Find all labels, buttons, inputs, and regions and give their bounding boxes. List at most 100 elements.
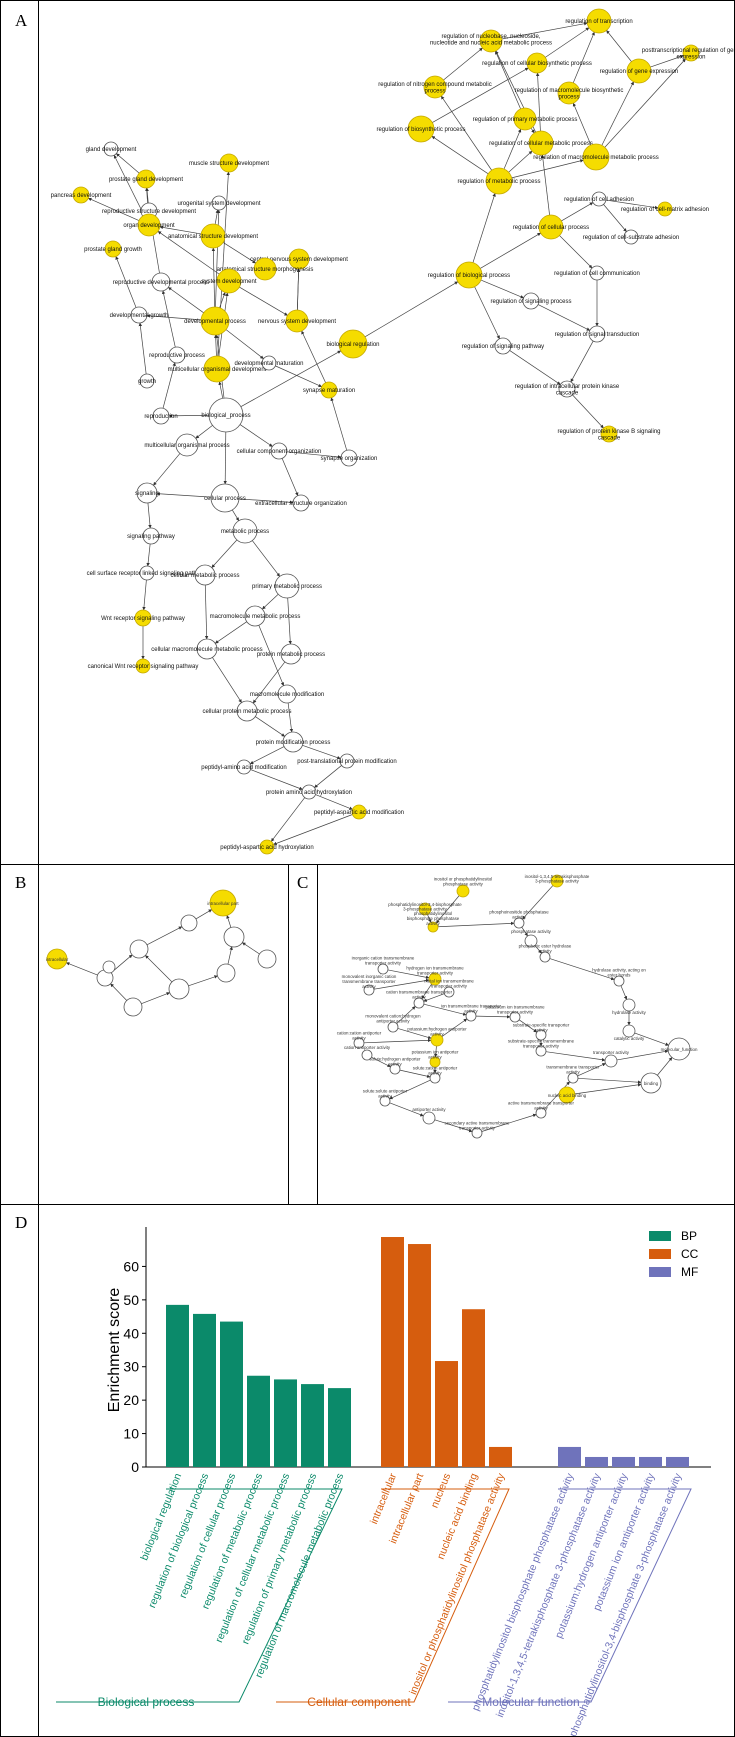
net-a-node-circle — [135, 658, 151, 674]
net-a-node-circle — [626, 58, 652, 84]
net-a-node-circle — [210, 483, 240, 513]
net-c-node-potassium-ion-antiporter-activity: potassium ion antiporter activity — [412, 1050, 459, 1068]
net-a-node-cellular-component-organization: cellular component organization — [237, 442, 321, 460]
bar-inositol-or-phosphatidylinositol-phosphatase-activity — [489, 1446, 512, 1467]
net-a-edge — [147, 502, 152, 529]
net-a-edge — [252, 661, 286, 704]
net-a-edge — [432, 67, 529, 123]
net-b-node-intracellular: intracellular — [46, 948, 69, 970]
net-a-edge — [214, 621, 247, 644]
net-c-node-ion-transmembrane-transporter-activity: ion transmembrane transporter activity — [441, 1004, 502, 1022]
net-a-node-circle — [538, 214, 564, 240]
net-a-node-circle — [244, 605, 266, 627]
net-c-node-label: binding — [644, 1081, 659, 1086]
bar-nucleic-acid-binding — [462, 1309, 485, 1467]
net-b-node-10 — [102, 960, 116, 974]
net-c-node-phosphoric-ester-hydrolase-activity: phosphoric ester hydrolase activity — [519, 944, 572, 963]
net-c-edge — [421, 983, 432, 1000]
net-a-edge — [572, 31, 595, 83]
net-a-node-multicellular-organismal-development: multicellular organismal development — [168, 355, 267, 383]
net-a-edge — [115, 256, 137, 308]
net-a-node-circle — [301, 784, 317, 800]
net-a-edge — [212, 657, 242, 703]
net-a-node-label: anatomical structure morphogenesis — [217, 267, 314, 273]
net-a-node-circle — [277, 684, 297, 704]
net-a-node-circle — [152, 407, 170, 425]
net-a-node-reproductive-developmental-process: reproductive developmental process — [113, 272, 209, 292]
net-a-node-label: signaling pathway — [127, 534, 175, 540]
net-a-node-circle — [339, 753, 355, 769]
net-c-node-circle — [363, 984, 375, 996]
net-a-node-developmental-process: developmental process — [184, 306, 246, 336]
net-a-edge — [541, 154, 550, 216]
net-c-edge — [389, 1079, 431, 1100]
net-b-node-circle — [209, 889, 237, 917]
net-c-node-circle — [613, 975, 625, 987]
net-a-node-protein-metabolic-process: protein metabolic process — [257, 643, 325, 665]
net-a-node-cellular-metabolic-process: cellular metabolic process — [170, 564, 240, 586]
net-b-edge — [227, 946, 233, 965]
net-a-edge — [315, 794, 353, 810]
net-c-edges — [363, 885, 673, 1133]
net-a-node-label: system development — [201, 279, 256, 285]
net-a-edge — [87, 197, 140, 221]
net-a-node-circle — [407, 115, 435, 143]
net-c-node-label: transporter activity — [593, 1050, 630, 1055]
net-a-node-regulation-of-cell-substrate-adhesion: regulation of cell-substrate adhesion — [583, 229, 679, 245]
net-a-node-circle — [139, 565, 155, 581]
net-a-edges — [87, 22, 686, 846]
net-a-node-regulation-of-transcription: regulation of transcription — [565, 8, 633, 34]
net-c-node-circle — [558, 1086, 576, 1104]
net-c-node-label: solute:solute antiporter activity — [363, 1089, 408, 1099]
net-a-edge — [145, 187, 149, 204]
net-a-node-circle — [168, 346, 186, 364]
net-c-edge — [389, 1102, 424, 1117]
bar-potassium-hydrogen-antiporter-activity — [612, 1456, 635, 1467]
net-c-node-label: active transmembrane transporter activity — [508, 1101, 574, 1111]
net-a-node-circle — [175, 433, 199, 457]
bar-intracellular — [381, 1237, 404, 1467]
net-c-node-binding: binding — [640, 1072, 662, 1094]
net-c-node-phosphatase-activity: phosphatase activity — [511, 929, 552, 948]
net-a-edge — [239, 286, 288, 316]
net-a-node-regulation-of-cell-communication: regulation of cell communication — [554, 265, 640, 281]
net-c-node-molecular-function: molecular_function — [661, 1037, 698, 1061]
net-a-node-circle — [134, 609, 152, 627]
bar-nucleus — [435, 1361, 458, 1467]
net-a-edge — [495, 50, 521, 110]
net-a-edge — [168, 414, 210, 418]
net-c-node-circle — [465, 1010, 477, 1022]
net-a-node-regulation-of-gene-expression: regulation of gene expression — [600, 58, 678, 84]
net-c-node-potassium-hydrogen-antiporter-activity: potassium:hydrogen antiporter activity — [407, 1027, 467, 1047]
net-c-node-phosphatidylinositol-bisphosphate-phosphatase-activity: phosphatidylinositol bisphosphate phospha… — [407, 911, 460, 933]
net-a-node-circle — [558, 380, 576, 398]
net-a-edge — [287, 702, 294, 733]
net-a-node-circle — [586, 8, 612, 34]
net-a-edge — [570, 340, 594, 383]
net-a-edge — [559, 235, 593, 269]
net-a-node-regulation-of-metabolic-process: regulation of metabolic process — [457, 167, 541, 195]
net-a-node-label: protein modification process — [256, 740, 331, 746]
bar-phosphatidylinositol-bisphosphate-phosphatase-activity — [558, 1446, 581, 1467]
net-b-node-circle — [123, 997, 143, 1017]
x-tick-label-nucleus: nucleus — [429, 1472, 454, 1510]
net-c-edge — [544, 1081, 570, 1110]
net-c-edge — [620, 985, 628, 1000]
net-c-node-circle — [443, 986, 455, 998]
net-a-node-regulation-of-signal-transduction: regulation of signal transduction — [555, 325, 639, 343]
y-tick-label: 60 — [123, 1258, 139, 1274]
net-c-node-inorganic-cation-transmembrane-transporter-activity: inorganic cation transmembrane transporte… — [352, 956, 415, 975]
net-a-node-label: developmental maturation — [234, 361, 303, 367]
net-a-edge — [480, 279, 524, 299]
legend-swatch-bp — [649, 1231, 671, 1241]
net-c-node-monovalent-cation-hydrogen-antiporter-activity: monovalent cation:hydrogen antiporter act… — [365, 1014, 421, 1033]
net-a-node-label: gland development — [86, 147, 137, 153]
net-a-node-label: reproductive process — [149, 353, 205, 359]
net-a-node-label: regulation of macromolecule metabolic pr… — [533, 155, 658, 161]
net-a-node-circle — [282, 731, 304, 753]
net-a-node-label: reproductive developmental process — [113, 280, 209, 286]
y-tick-label: 10 — [123, 1426, 139, 1442]
net-c-node-active-transmembrane-transporter-activity: active transmembrane transporter activity — [508, 1101, 574, 1119]
net-c-edge — [427, 914, 432, 923]
net-c-node-hydrogen-ion-transmembrane-transporter-activity: hydrogen ion transmembrane transporter ac… — [406, 966, 464, 986]
